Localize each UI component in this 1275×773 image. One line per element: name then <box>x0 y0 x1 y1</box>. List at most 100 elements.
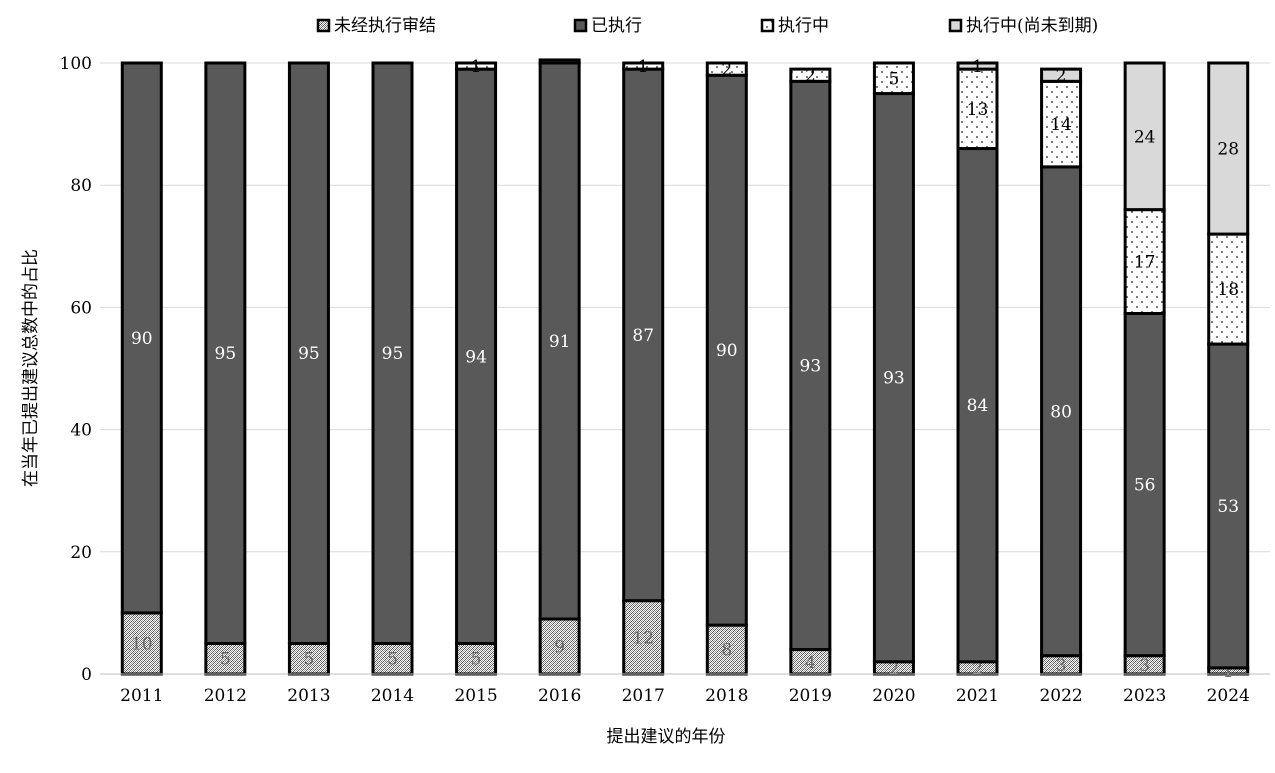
x-tick-label: 2012 <box>204 686 247 706</box>
y-tick-label: 0 <box>81 665 92 685</box>
data-label: 1 <box>1223 662 1234 682</box>
bar-segment <box>1040 67 1083 83</box>
legend-label: 未经执行审结 <box>334 16 436 36</box>
legend-swatch-crosshatch <box>316 18 331 33</box>
bar-segment <box>956 147 999 664</box>
data-label: 5 <box>471 650 482 670</box>
x-tick-label: 2021 <box>956 686 999 706</box>
data-label: 28 <box>1217 140 1239 160</box>
data-label: 93 <box>800 356 822 376</box>
data-label: 90 <box>131 329 153 349</box>
x-tick-label: 2019 <box>789 686 832 706</box>
y-axis-ticks: 0 20 40 60 80 100 <box>60 54 92 685</box>
data-label: 5 <box>304 650 315 670</box>
data-label: 90 <box>716 341 738 361</box>
y-axis-title: 在当年已提出建议总数中的占比 <box>21 249 41 487</box>
legend-swatch-dots <box>760 18 775 33</box>
data-label: 1 <box>972 57 983 77</box>
x-tick-label: 2016 <box>538 686 581 706</box>
data-label: 3 <box>1139 656 1150 676</box>
bar-segment <box>371 61 414 645</box>
bar-segment <box>789 67 832 83</box>
bar-segment <box>1123 61 1166 212</box>
x-tick-label: 2020 <box>872 686 915 706</box>
legend-label: 已执行 <box>591 16 642 36</box>
x-axis-ticks: 2011 2012 2013 2014 2015 2016 2017 2018 2019 2020… <box>120 686 1250 706</box>
bar-segment <box>789 648 832 676</box>
data-label: 84 <box>967 396 989 416</box>
legend: 未经执行审结 已执行 执行中 执行中(尚未到期) <box>316 16 1098 36</box>
x-tick-label: 2014 <box>371 686 414 706</box>
bar-segment <box>1123 312 1166 658</box>
bar-segment <box>872 92 915 664</box>
data-label: 95 <box>298 344 320 364</box>
legend-item-in-progress: 执行中 <box>760 16 829 36</box>
legend-swatch-light <box>948 18 963 33</box>
legend-item-unexecuted: 未经执行审结 <box>316 16 436 36</box>
bar-segment <box>1207 61 1250 236</box>
data-label: 87 <box>632 326 654 346</box>
bar-segment <box>872 61 915 96</box>
bar-segment <box>204 61 247 645</box>
data-label: 93 <box>883 369 905 389</box>
x-axis-title: 提出建议的年份 <box>607 727 726 747</box>
data-label: 56 <box>1134 476 1156 496</box>
legend-item-in-progress-not-due: 执行中(尚未到期) <box>948 16 1098 36</box>
y-tick-label: 100 <box>60 54 92 74</box>
bar-segment <box>705 623 748 676</box>
data-label: 4 <box>805 653 816 673</box>
data-label: 2 <box>972 659 983 679</box>
bar-segment <box>455 67 498 645</box>
data-label: 53 <box>1217 497 1239 517</box>
bar-segment <box>1040 165 1083 658</box>
data-label: 91 <box>549 332 571 352</box>
x-tick-label: 2013 <box>287 686 330 706</box>
gridlines <box>100 62 1270 553</box>
data-label: 3 <box>1056 656 1067 676</box>
data-label: 13 <box>967 100 989 120</box>
bar-segment <box>1123 208 1166 316</box>
data-label: 18 <box>1217 280 1239 300</box>
data-label: 94 <box>465 347 487 367</box>
x-tick-label: 2023 <box>1123 686 1166 706</box>
y-tick-label: 80 <box>70 176 92 196</box>
x-tick-label: 2017 <box>622 686 665 706</box>
bar-segment <box>1207 232 1250 346</box>
data-label: 2 <box>1056 66 1067 86</box>
bar-segment <box>622 61 665 71</box>
legend-swatch-solid <box>573 18 588 33</box>
bars: 1090595595595594199112871890249322935284… <box>120 57 1250 682</box>
data-label: 12 <box>632 628 654 648</box>
data-label: 1 <box>638 57 649 77</box>
x-tick-label: 2022 <box>1039 686 1082 706</box>
x-tick-label: 2011 <box>120 686 163 706</box>
x-tick-label: 2024 <box>1207 686 1250 706</box>
data-label: 1 <box>471 57 482 77</box>
data-label: 2 <box>889 659 900 679</box>
legend-label: 执行中 <box>778 16 829 36</box>
bar-segment <box>287 61 330 645</box>
bar-segment <box>120 61 163 615</box>
bar-segment <box>455 61 498 71</box>
legend-item-executed: 已执行 <box>573 16 642 36</box>
data-label: 2 <box>721 60 732 80</box>
data-label: 9 <box>554 638 565 658</box>
data-label: 5 <box>889 69 900 89</box>
bar-segment <box>956 61 999 71</box>
bar-segment <box>622 67 665 603</box>
y-tick-label: 40 <box>70 421 92 441</box>
bar-segment <box>705 61 748 77</box>
data-label: 95 <box>215 344 237 364</box>
data-label: 10 <box>131 634 153 654</box>
data-label: 5 <box>387 650 398 670</box>
x-tick-label: 2018 <box>705 686 748 706</box>
x-tick-label: 2015 <box>454 686 497 706</box>
data-label: 5 <box>220 650 231 670</box>
data-label: 14 <box>1050 115 1072 135</box>
data-label: 8 <box>721 641 732 661</box>
data-label: 24 <box>1134 127 1156 147</box>
data-label: 80 <box>1050 402 1072 422</box>
bar-segment <box>538 58 581 65</box>
y-tick-label: 20 <box>70 543 92 563</box>
